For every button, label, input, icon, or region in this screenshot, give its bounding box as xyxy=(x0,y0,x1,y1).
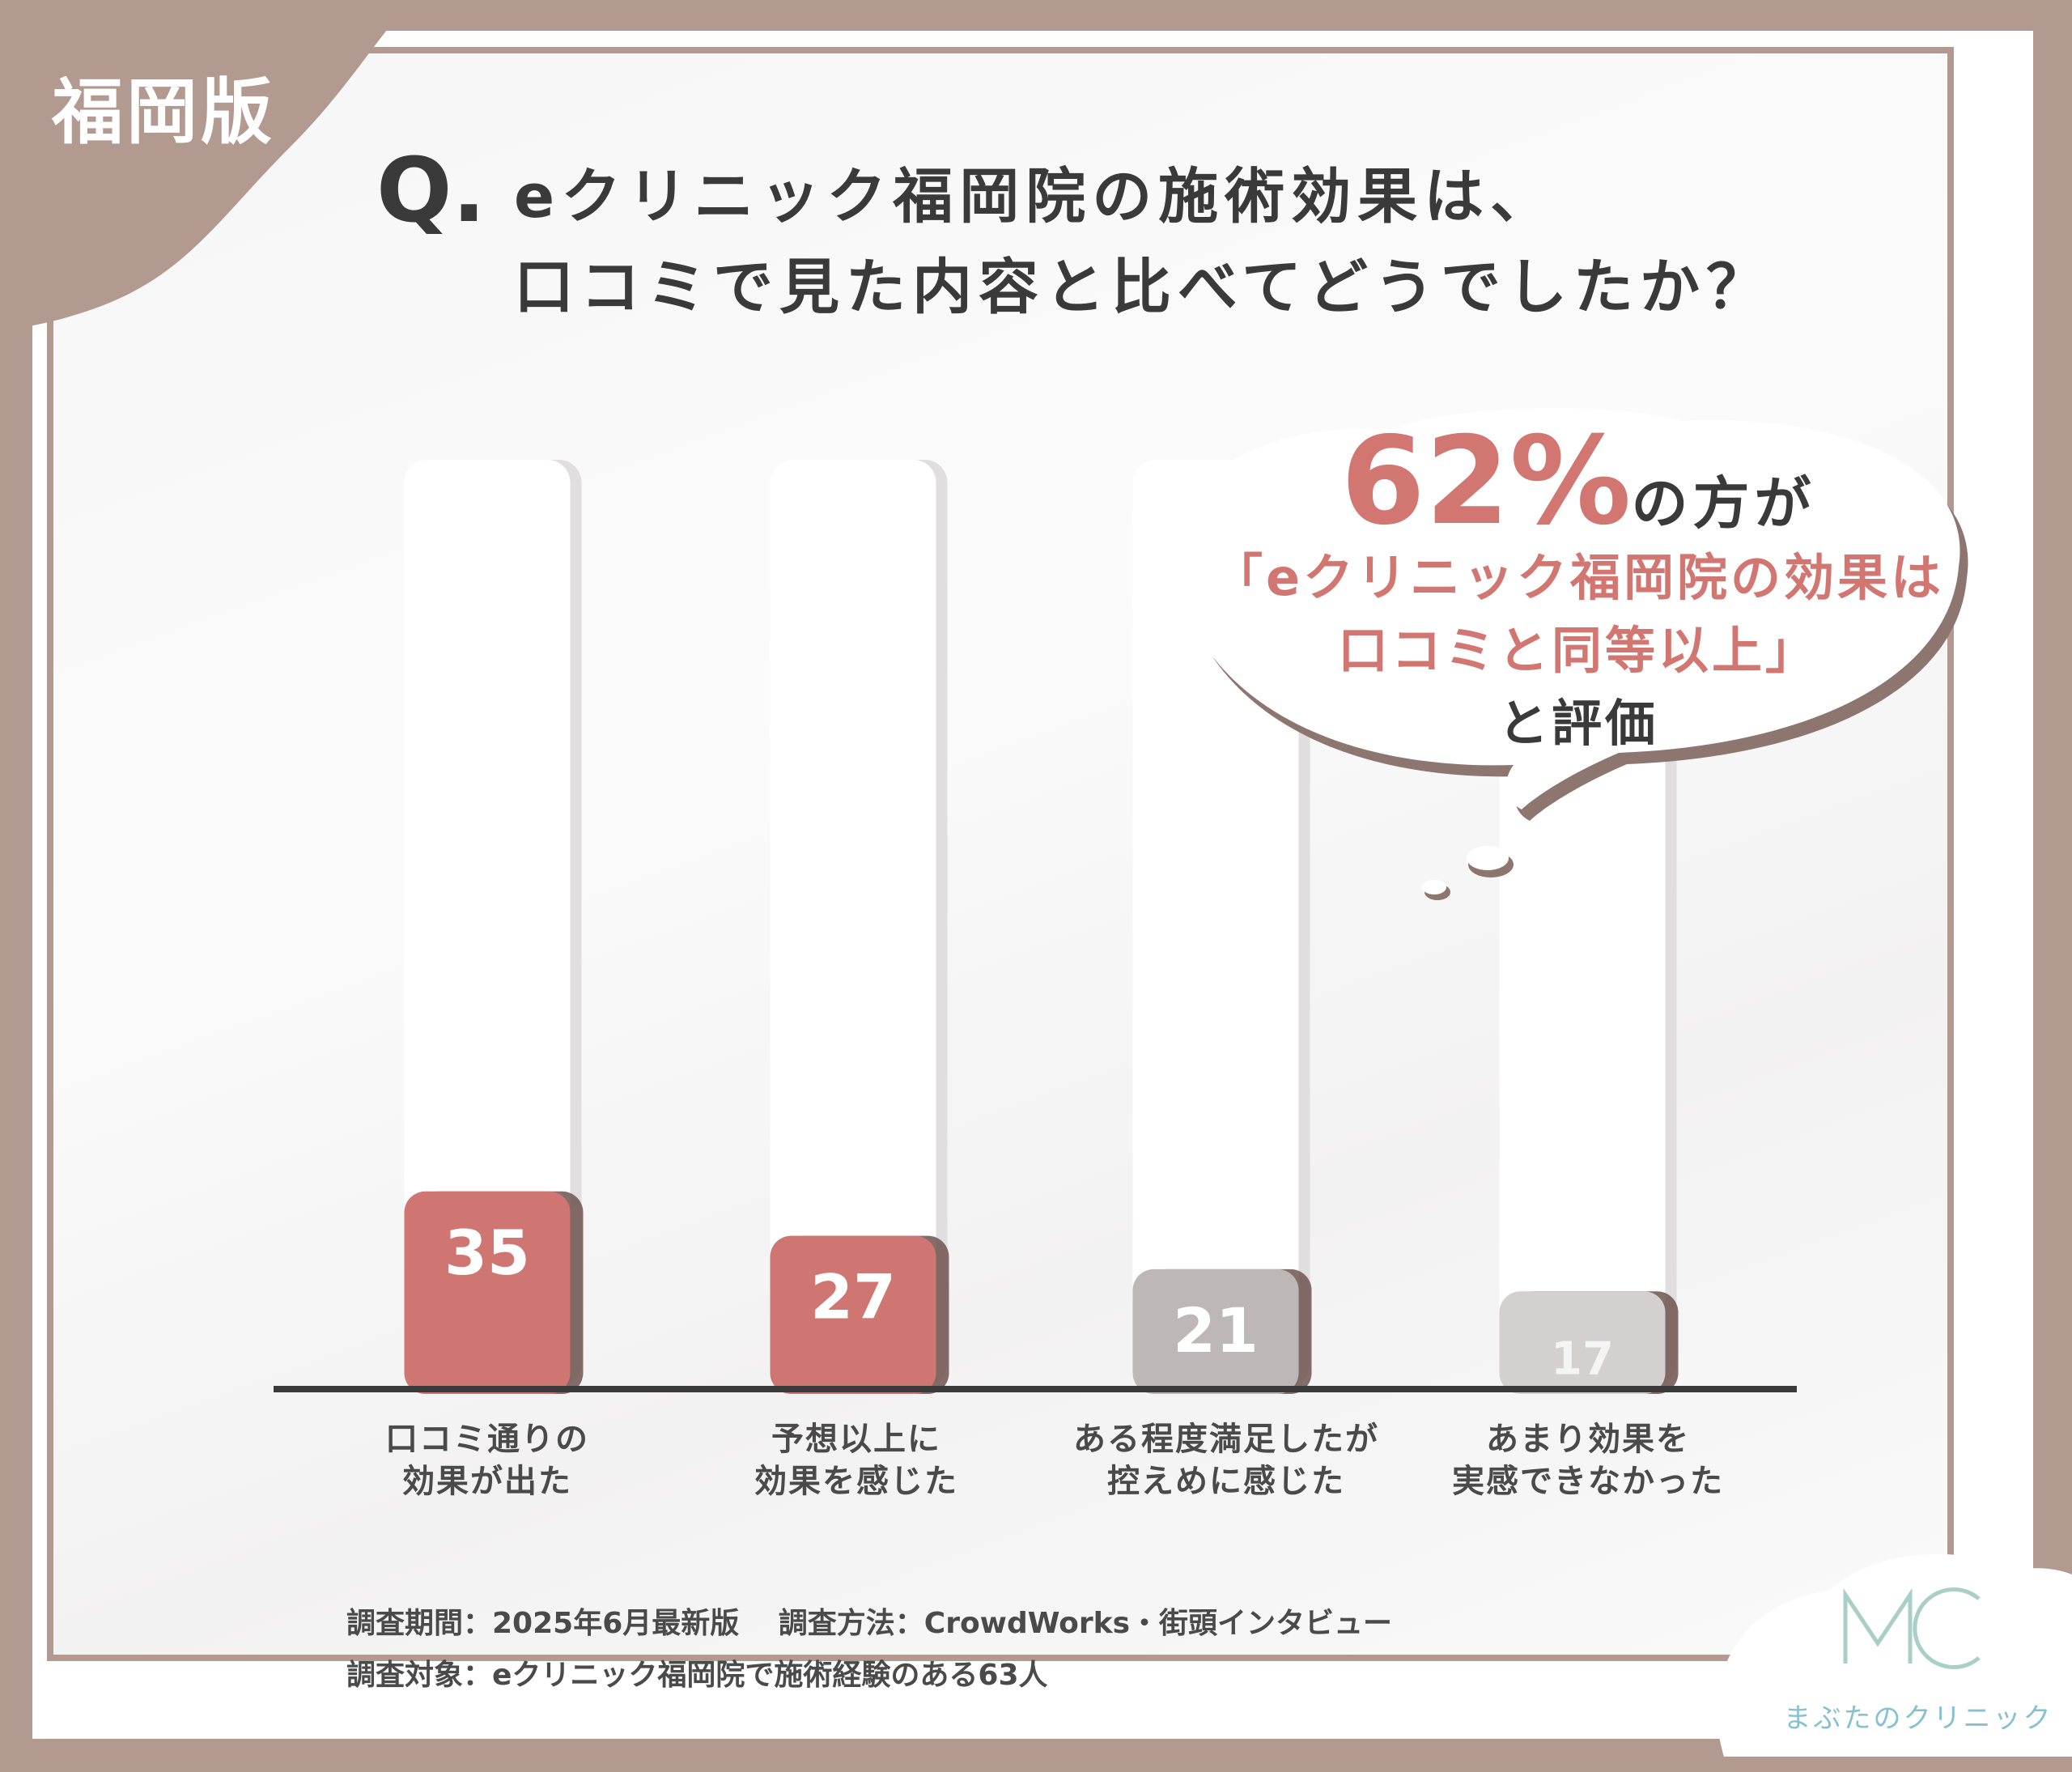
bar-track xyxy=(404,460,571,1386)
region-tag: 福岡版 xyxy=(52,70,276,154)
category-label-1: 口コミ通りの 効果が出た xyxy=(385,1421,589,1500)
bar-3 xyxy=(1132,1268,1299,1394)
bar-2 xyxy=(770,1235,936,1394)
callout-quote-line-2: 口コミと同等以上」 xyxy=(1337,621,1819,680)
brand-logo-badge xyxy=(1717,1553,2072,1757)
bar-4 xyxy=(1499,1291,1666,1394)
bar-track xyxy=(770,460,936,1386)
survey-footer-line-1: 調査期間：2025年6月最新版 調査方法：CrowdWorks・街頭インタビュー xyxy=(346,1607,1392,1640)
callout-percent: 62% xyxy=(1340,411,1632,552)
bar-value-label-2: 27 xyxy=(810,1261,896,1333)
bar-1 xyxy=(404,1191,571,1394)
brand-name: まぶたのクリニック xyxy=(1783,1702,2053,1735)
category-label-2: 予想以上に 効果を感じた xyxy=(754,1421,958,1500)
callout-tail: と評価 xyxy=(1497,694,1658,753)
callout-quote-line-1: 「eクリニック福岡院の効果は xyxy=(1212,548,1945,607)
category-label-3: ある程度満足したが 控えめに感じた xyxy=(1073,1421,1379,1500)
callout-after-percent: の方が xyxy=(1631,470,1816,537)
bar-value-label-3: 21 xyxy=(1173,1294,1259,1366)
question-line-2: 口コミで見た内容と比べてどうでしたか？ xyxy=(514,253,1773,322)
bar-value-label-1: 35 xyxy=(444,1217,530,1289)
region-corner-shape xyxy=(0,0,413,330)
survey-footer-line-2: 調査対象：eクリニック福岡院で施術経験のある63人 xyxy=(346,1659,1048,1692)
bar-value-label-4: 17 xyxy=(1551,1332,1614,1385)
question-prefix: Q. xyxy=(376,138,486,242)
category-label-4: あまり効果を 実感できなかった xyxy=(1452,1421,1724,1500)
monogram-mark xyxy=(1843,1587,1981,1669)
x-axis-line xyxy=(274,1386,1797,1392)
question-line-1: eクリニック福岡院の施術効果は、 xyxy=(514,162,1557,232)
